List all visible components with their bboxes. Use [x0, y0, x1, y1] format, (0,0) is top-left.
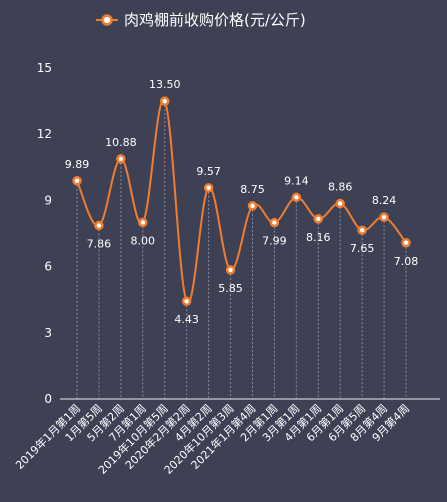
y-tick-label: 12: [37, 127, 52, 141]
series-line: [76, 99, 407, 304]
data-label: 9.57: [196, 165, 221, 178]
data-point: [269, 217, 280, 228]
data-point: [401, 238, 411, 248]
data-label: 8.16: [306, 231, 331, 244]
data-label: 7.99: [262, 235, 287, 248]
legend-marker: [101, 14, 113, 26]
data-label: 8.75: [240, 183, 265, 196]
data-label: 9.14: [284, 174, 309, 187]
data-label: 10.88: [105, 136, 137, 149]
data-label: 7.08: [394, 255, 419, 268]
data-label: 5.85: [218, 282, 243, 295]
data-labels: 9.89 7.86 10.88 8.00 13.50 4.43 9.57 5.85 8.75 7.…: [65, 78, 419, 326]
data-label: 9.89: [65, 158, 90, 171]
data-point: [116, 154, 126, 164]
data-point: [379, 212, 389, 222]
data-point: [138, 217, 148, 228]
y-tick-label: 15: [37, 61, 52, 75]
data-point: [181, 296, 192, 306]
grid: [76, 101, 407, 399]
legend-label: 肉鸡棚前收购价格(元/公斤): [124, 11, 306, 29]
data-point: [247, 201, 258, 211]
y-tick-label: 0: [44, 392, 52, 406]
data-point: [335, 198, 345, 209]
data-point: [72, 176, 82, 186]
data-point: [159, 96, 170, 106]
legend: 肉鸡棚前收购价格(元/公斤): [96, 11, 306, 29]
data-label: 13.50: [149, 78, 181, 91]
data-points: [72, 96, 411, 306]
data-point: [357, 225, 367, 235]
data-point: [94, 220, 104, 231]
data-point: [291, 192, 302, 203]
data-label: 4.43: [174, 313, 199, 326]
data-label: 8.24: [372, 194, 397, 207]
data-point: [313, 214, 324, 224]
data-point: [203, 183, 214, 193]
data-label: 7.65: [350, 242, 375, 255]
y-axis-ticks: 0 3 6 9 12 15: [37, 61, 52, 406]
y-tick-label: 3: [44, 326, 52, 340]
data-label: 8.86: [328, 180, 353, 193]
x-axis-labels: 2019年1月第1周1月第5周5月第2周7月第1周2019年10月第5周2020…: [12, 401, 412, 477]
data-label: 7.86: [87, 238, 112, 251]
y-tick-label: 9: [44, 193, 52, 207]
y-tick-label: 6: [44, 260, 52, 274]
data-label: 8.00: [131, 234, 156, 247]
data-point: [225, 265, 236, 275]
